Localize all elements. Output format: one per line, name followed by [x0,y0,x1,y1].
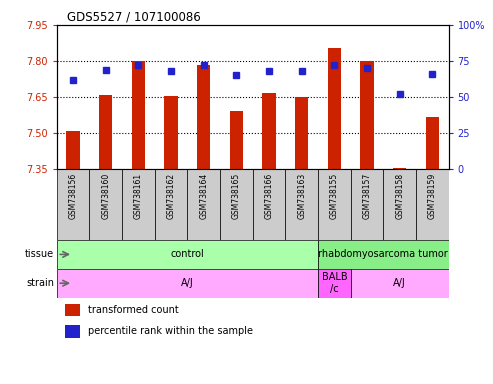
Bar [57,269,318,298]
Bar [318,240,449,269]
Bar [132,61,145,169]
Bar [360,61,374,169]
Bar [383,169,416,240]
Text: A/J: A/J [393,278,406,288]
Bar [426,118,439,169]
Bar [393,168,406,169]
Text: transformed count: transformed count [88,305,179,315]
Bar [318,169,351,240]
Text: GSM738157: GSM738157 [362,172,372,219]
Bar [67,131,79,169]
Text: tissue: tissue [25,249,54,260]
Bar [65,304,80,316]
Text: strain: strain [26,278,54,288]
Text: GSM738161: GSM738161 [134,172,143,218]
Bar [351,269,449,298]
Text: GSM738155: GSM738155 [330,172,339,219]
Text: control: control [171,249,204,260]
Bar [351,169,383,240]
Bar [89,169,122,240]
Text: GSM738165: GSM738165 [232,172,241,219]
Bar [57,169,89,240]
Text: GSM738160: GSM738160 [101,172,110,219]
Bar [318,269,351,298]
Bar [187,169,220,240]
Bar [122,169,155,240]
Text: GSM738156: GSM738156 [69,172,77,219]
Bar [65,325,80,338]
Bar [220,169,252,240]
Bar [57,240,318,269]
Bar [295,97,308,169]
Bar [252,169,285,240]
Bar [328,48,341,169]
Text: GSM738162: GSM738162 [167,172,176,218]
Bar [155,169,187,240]
Text: GSM738159: GSM738159 [428,172,437,219]
Text: GDS5527 / 107100086: GDS5527 / 107100086 [67,10,200,23]
Bar [165,96,177,169]
Text: rhabdomyosarcoma tumor: rhabdomyosarcoma tumor [318,249,448,260]
Text: BALB
/c: BALB /c [321,272,347,294]
Bar [262,93,276,169]
Text: GSM738166: GSM738166 [264,172,274,219]
Text: GSM738158: GSM738158 [395,172,404,218]
Bar [230,111,243,169]
Text: percentile rank within the sample: percentile rank within the sample [88,326,253,336]
Bar [416,169,449,240]
Text: GSM738163: GSM738163 [297,172,306,219]
Text: GSM738164: GSM738164 [199,172,208,219]
Text: A/J: A/J [181,278,194,288]
Bar [99,94,112,169]
Bar [285,169,318,240]
Bar [197,65,210,169]
